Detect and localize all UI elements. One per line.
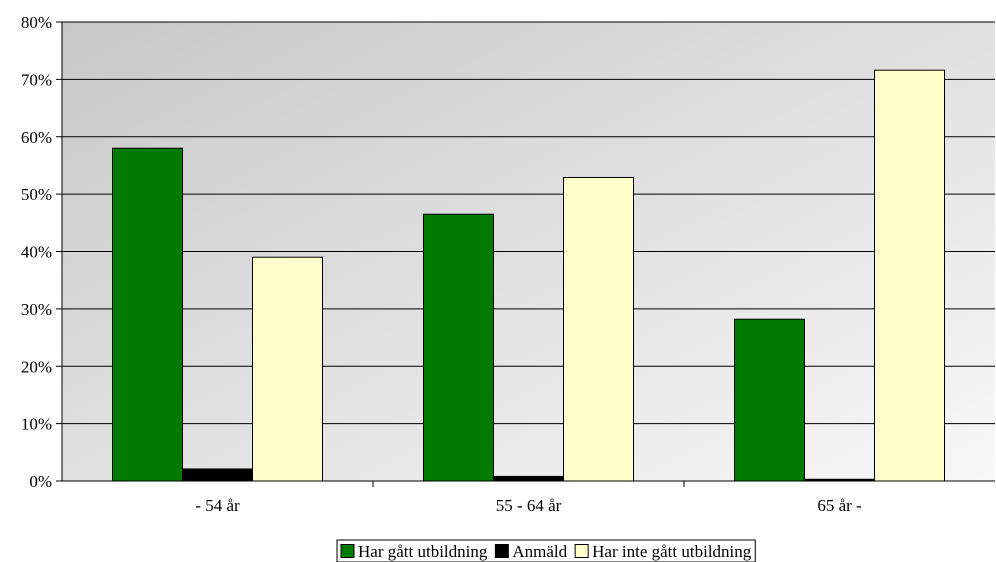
bar-har-inte-g-tt-utbildning-0 [252, 256, 323, 482]
legend-label: Har inte gått utbildning [592, 542, 752, 561]
legend: Har gått utbildning Anmäld Har inte gått u… [336, 539, 756, 562]
y-tick-label: 40% [21, 243, 52, 262]
bar-har-g-tt-utbildning-1 [423, 213, 494, 482]
x-tick-label: 65 år - [817, 496, 862, 515]
y-tick-label: 80% [21, 13, 52, 32]
legend-swatch [494, 544, 509, 558]
bar-har-g-tt-utbildning-2 [734, 318, 805, 482]
x-tick-label: - 54 år [195, 496, 240, 515]
bars [112, 69, 945, 482]
legend-swatch [574, 544, 589, 558]
y-tick-label: 0% [29, 472, 52, 491]
legend-label: Anmäld [512, 542, 567, 561]
bar-har-g-tt-utbildning-0 [112, 147, 183, 482]
bar-anm-ld-0 [182, 468, 253, 482]
gridlines [62, 21, 995, 425]
bar-har-inte-g-tt-utbildning-2 [874, 69, 945, 482]
y-tick-label: 20% [21, 357, 52, 376]
legend-swatch [340, 544, 355, 558]
bar-har-inte-g-tt-utbildning-1 [563, 176, 634, 482]
y-tick-label: 60% [21, 128, 52, 147]
x-tick-label: 55 - 64 år [496, 496, 562, 515]
y-tick-label: 70% [21, 70, 52, 89]
legend-box [336, 539, 756, 562]
y-tick-label: 10% [21, 415, 52, 434]
y-tick-label: 30% [21, 300, 52, 319]
axes: 0% 10% 20% 30% 40% 50% 60% 70% 80% - 54 år 55 - 64… [21, 13, 995, 515]
y-tick-label: 50% [21, 185, 52, 204]
legend-label: Har gått utbildning [358, 542, 488, 561]
bar-anm-ld-1 [493, 475, 564, 482]
